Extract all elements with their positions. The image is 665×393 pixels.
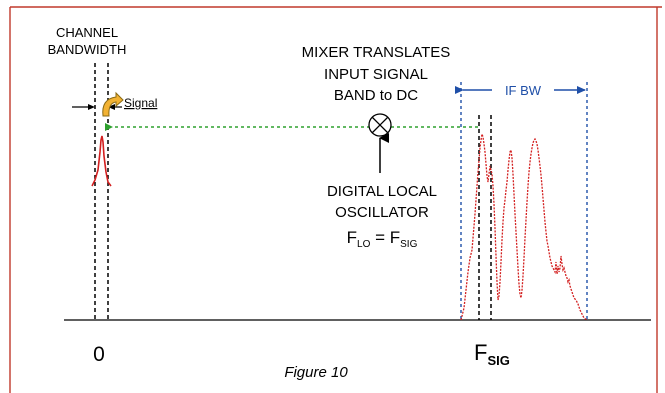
mixer-label-line3: BAND to DC bbox=[334, 87, 418, 104]
lo-eq-sub1: LO bbox=[357, 239, 371, 250]
curved-arrow-icon bbox=[102, 91, 124, 117]
lo-eq-f: F bbox=[347, 228, 357, 247]
dlo-label-line1: DIGITAL LOCAL bbox=[327, 183, 437, 200]
lo-equation: FLO = FSIG bbox=[347, 228, 418, 250]
fsig-label: FSIG bbox=[474, 340, 510, 368]
lo-eq-sub2: SIG bbox=[400, 239, 417, 250]
lo-eq-mid: = F bbox=[370, 228, 400, 247]
baseband-signal-trace bbox=[91, 135, 112, 187]
mixer-label-line2: INPUT SIGNAL bbox=[324, 66, 428, 83]
bw-arrowhead-right bbox=[108, 104, 115, 110]
channel-bandwidth-label-line1: CHANNEL bbox=[56, 25, 118, 40]
fsig-label-f: F bbox=[474, 340, 487, 365]
bw-arrowhead-left bbox=[88, 104, 95, 110]
fsig-label-sub: SIG bbox=[487, 353, 509, 368]
mixer-multiply-icon bbox=[368, 113, 392, 137]
signal-label: Signal bbox=[124, 96, 157, 110]
mixer-label-line1: MIXER TRANSLATES bbox=[302, 44, 451, 61]
figure-caption: Figure 10 bbox=[284, 364, 348, 381]
if-spectrum-trace bbox=[460, 133, 588, 321]
channel-bandwidth-label-line2: BANDWIDTH bbox=[48, 42, 127, 57]
if-bw-label: IF BW bbox=[505, 83, 542, 98]
dlo-label-line2: OSCILLATOR bbox=[335, 204, 429, 221]
zero-frequency-label: 0 bbox=[93, 343, 105, 366]
